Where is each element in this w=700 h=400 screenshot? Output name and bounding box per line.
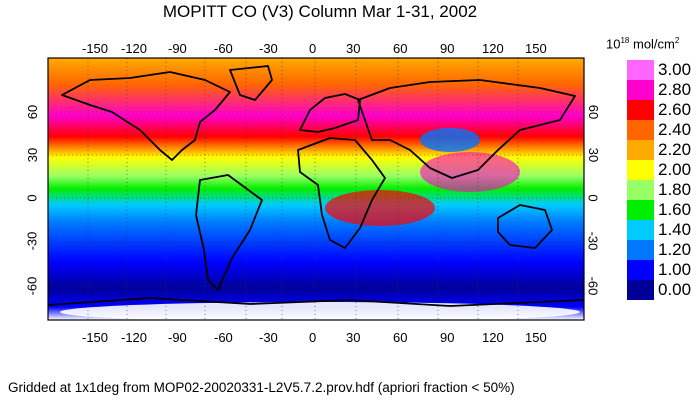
x-tick-bottom: 30 [346,330,361,345]
greenland-coast [229,65,273,101]
y-tick-right: 60 [586,104,602,120]
x-tick-top: 60 [393,41,408,56]
co-plume-tibet [420,128,480,152]
x-tick-bottom: 150 [525,330,547,345]
colorbar-label: 2.20 [658,140,692,159]
x-tick-top: 120 [482,41,504,56]
x-tick-bottom: -30 [259,330,278,345]
y-tick-right: 30 [586,147,602,163]
y-tick-left: 0 [24,194,40,202]
y-tick-left: 60 [25,104,41,120]
north-america-coast [61,71,231,161]
colorbar-label: 3.00 [658,60,692,79]
antarctica-coast [48,297,584,307]
x-tick-bottom: -150 [82,330,109,345]
y-tick-left: 30 [25,147,41,163]
x-tick-bottom: -90 [168,330,187,345]
co-plume-africa [325,190,435,226]
co-field [48,58,584,320]
x-tick-bottom: 90 [440,330,455,345]
colorbar-swatch [627,80,654,100]
x-tick-bottom: -120 [121,330,148,345]
y-tick-left: -60 [24,276,40,296]
asia-coast [357,79,576,179]
south-america-coast [195,174,263,291]
colorbar-swatch [627,220,654,240]
x-tick-top: -120 [121,41,148,56]
australia-coast [497,204,553,249]
x-tick-top: 0 [309,41,317,56]
y-tick-right: 0 [585,194,601,202]
colorbar-swatch [627,60,654,80]
colorbar-swatch [627,280,654,300]
colorbar-swatch [627,140,654,160]
x-tick-top: 30 [346,41,361,56]
colorbar-label: 1.20 [658,240,692,259]
x-tick-top: -150 [82,41,109,56]
colorbar-swatch [627,120,654,140]
x-tick-top: 150 [525,41,547,56]
colorbar-swatch [627,160,654,180]
colorbar-label: 1.80 [658,180,692,199]
coastlines [48,65,584,307]
x-tick-top: -30 [259,41,278,56]
y-tick-left: -30 [24,231,40,251]
grid-lines [48,58,584,320]
x-tick-bottom: 120 [482,330,504,345]
colorbar-units: 1018 mol/cm2 [606,36,680,52]
y-tick-right: -30 [585,231,601,251]
colorbar-swatch [627,200,654,220]
colorbar-swatch [627,100,654,120]
colorbar-label: 2.60 [658,100,692,119]
map-title: MOPITT CO (V3) Column Mar 1-31, 2002 [162,2,478,21]
footer-caption: Gridded at 1x1deg from MOP02-20020331-L2… [8,380,515,395]
colorbar-label: 1.60 [658,200,692,219]
colorbar-label: 1.40 [658,220,692,239]
colorbar-swatch [627,240,654,260]
africa-coast [297,137,386,249]
x-tick-top: -90 [168,41,187,56]
x-tick-bottom: -60 [214,330,233,345]
co-low-antarctica [60,302,580,320]
colorbar-swatch [627,260,654,280]
x-tick-top: 90 [440,41,455,56]
y-tick-right: -60 [585,276,601,296]
colorbar-label: 2.00 [658,160,692,179]
x-tick-top: -60 [214,41,233,56]
colorbar-swatch [627,180,654,200]
map-frame [47,57,585,321]
colorbar-label: 1.00 [658,260,692,279]
colorbar-label: 0.00 [658,280,692,299]
x-tick-bottom: 0 [309,330,317,345]
x-tick-bottom: 60 [393,330,408,345]
colorbar-label: 2.40 [658,120,692,139]
colorbar-label: 2.80 [658,80,692,99]
